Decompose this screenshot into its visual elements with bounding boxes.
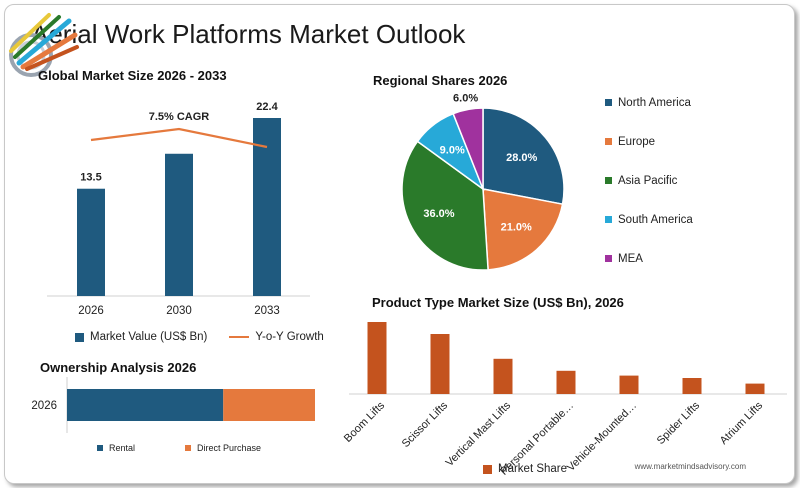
legend-label-market-share: Market Share xyxy=(498,463,568,475)
product-type-bar xyxy=(430,334,450,394)
product-type-bar xyxy=(367,322,387,394)
legend-swatch-market-value xyxy=(75,332,84,342)
legend-label-direct: Direct Purchase xyxy=(197,443,262,453)
pie-slice xyxy=(401,140,489,271)
market-size-title: Global Market Size 2026 - 2033 xyxy=(38,68,227,83)
pie-legend-swatch xyxy=(605,177,612,184)
watermark: www.marketmindsadvisory.com xyxy=(634,462,746,471)
pie-slice xyxy=(482,107,565,206)
regional-title: Regional Shares 2026 xyxy=(373,73,508,88)
cagr-annotation: 7.5% CAGR xyxy=(149,111,210,123)
regional-pie-chart: 28.0% 21.0% 36.0% 9.0% 6.0% North America Euro… xyxy=(401,93,693,271)
market-size-tick-label: 2026 xyxy=(78,305,104,317)
dashboard-frame: Aerial Work Platforms Market Outlook Glo… xyxy=(4,4,795,484)
product-type-tick-label: Boom Lifts xyxy=(342,399,388,445)
pie-value-label: 36.0% xyxy=(423,208,454,220)
pie-legend-swatch xyxy=(605,138,612,145)
market-size-legend: Market Value (US$ Bn) Y-o-Y Growth xyxy=(75,331,324,343)
ownership-chart: 2026 xyxy=(31,377,315,433)
legend-label-growth: Y-o-Y Growth xyxy=(255,331,324,343)
pie-legend-label: North America xyxy=(618,97,691,109)
market-size-bar xyxy=(77,188,105,296)
product-type-bar xyxy=(745,383,765,394)
product-type-tick-label: Atrium Lifts xyxy=(718,399,766,447)
ownership-segment xyxy=(67,389,224,421)
legend-swatch-market-share xyxy=(483,464,492,474)
product-type-tick-label: Spider Lifts xyxy=(655,399,703,447)
pie-slice xyxy=(452,107,484,190)
legend-swatch-direct xyxy=(185,445,192,451)
pie-slice xyxy=(482,188,564,271)
market-size-tick-label: 2030 xyxy=(166,305,192,317)
growth-line xyxy=(90,127,268,149)
legend-swatch-growth xyxy=(229,336,250,338)
ownership-legend: Rental Direct Purchase xyxy=(97,443,261,453)
product-type-tick-label: Vehicle-Mounted… xyxy=(565,400,639,474)
brand-logo-icon xyxy=(9,13,79,77)
market-size-bar xyxy=(253,118,281,296)
pie-value-label: 9.0% xyxy=(440,144,465,156)
market-size-value-label: 13.5 xyxy=(80,172,101,184)
product-type-legend: Market Share xyxy=(483,463,567,475)
product-type-tick-label: Scissor Lifts xyxy=(400,399,451,450)
market-size-value-label: 22.4 xyxy=(256,101,278,113)
product-type-bar xyxy=(493,358,513,394)
product-type-bar xyxy=(682,378,702,394)
product-type-bar xyxy=(556,370,576,394)
pie-legend-label: Europe xyxy=(618,136,655,148)
product-type-title: Product Type Market Size (US$ Bn), 2026 xyxy=(372,295,624,310)
market-size-bar xyxy=(165,153,193,296)
market-size-tick-label: 2033 xyxy=(254,305,280,317)
legend-label-rental: Rental xyxy=(109,443,136,453)
ownership-title: Ownership Analysis 2026 xyxy=(40,360,197,375)
market-size-chart: 13.5 2026 2030 22.4 2033 7.5% CAGR xyxy=(47,101,310,317)
pie-value-label: 28.0% xyxy=(506,152,537,164)
pie-legend-swatch xyxy=(605,99,612,106)
product-type-bar xyxy=(619,375,639,394)
pie-value-label: 21.0% xyxy=(501,222,532,234)
legend-label-market-value: Market Value (US$ Bn) xyxy=(90,331,208,343)
pie-legend-label: MEA xyxy=(618,253,643,265)
ownership-segment xyxy=(223,389,315,421)
ownership-category-label: 2026 xyxy=(31,400,57,412)
pie-legend-swatch xyxy=(605,255,612,262)
pie-legend-swatch xyxy=(605,216,612,223)
legend-swatch-rental xyxy=(97,445,103,451)
pie-value-label: 6.0% xyxy=(453,93,478,105)
pie-legend-label: South America xyxy=(618,214,693,226)
page-title: Aerial Work Platforms Market Outlook xyxy=(31,19,466,49)
product-type-tick-label: Vertical Mast Lifts xyxy=(444,399,514,469)
pie-legend-label: Asia Pacific xyxy=(618,175,678,187)
